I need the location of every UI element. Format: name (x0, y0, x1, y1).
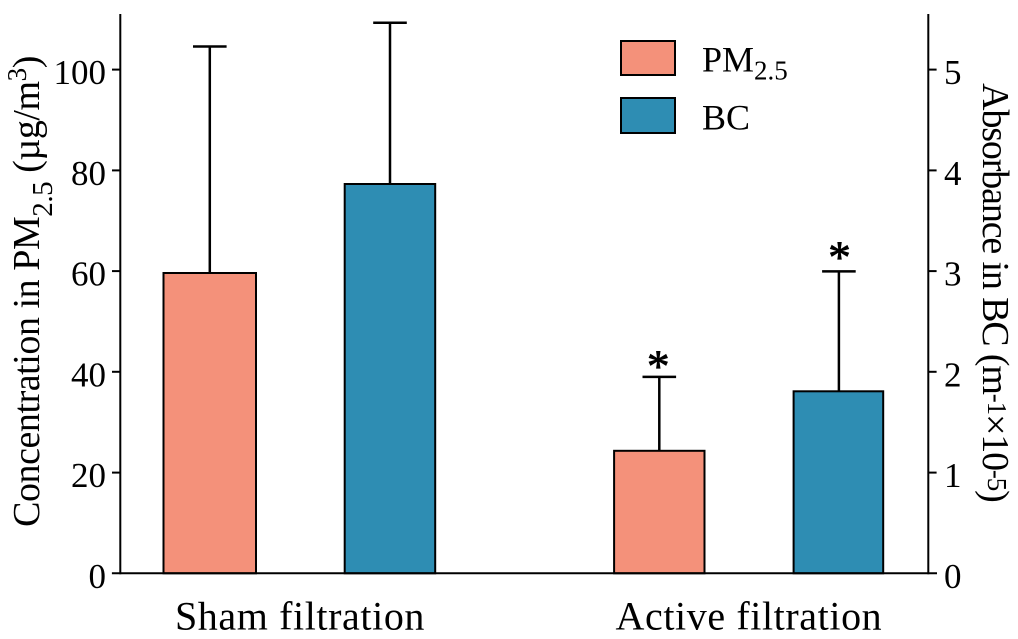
svg-text:40: 40 (71, 355, 106, 394)
svg-text:80: 80 (71, 154, 106, 193)
svg-text:3: 3 (944, 255, 962, 294)
svg-text:0: 0 (89, 557, 107, 596)
svg-text:*: * (647, 342, 670, 392)
svg-text:100: 100 (54, 53, 107, 92)
svg-text:4: 4 (944, 154, 962, 193)
svg-text:0: 0 (944, 557, 962, 596)
svg-text:20: 20 (71, 456, 106, 495)
svg-text:BC: BC (702, 98, 750, 138)
svg-text:Sham filtration: Sham filtration (175, 594, 425, 639)
svg-text:2: 2 (944, 355, 962, 394)
svg-text:1: 1 (944, 456, 962, 495)
svg-text:60: 60 (71, 255, 106, 294)
svg-text:PM2.5: PM2.5 (702, 40, 788, 86)
svg-text:Absorbance in BC (m-1×10-5): Absorbance in BC (m-1×10-5) (974, 83, 1016, 502)
svg-text:*: * (828, 233, 851, 283)
svg-text:5: 5 (944, 53, 962, 92)
svg-text:Active filtration: Active filtration (616, 594, 883, 639)
svg-text:Concentration in PM2.5 (µg/m3): Concentration in PM2.5 (µg/m3) (2, 56, 59, 527)
